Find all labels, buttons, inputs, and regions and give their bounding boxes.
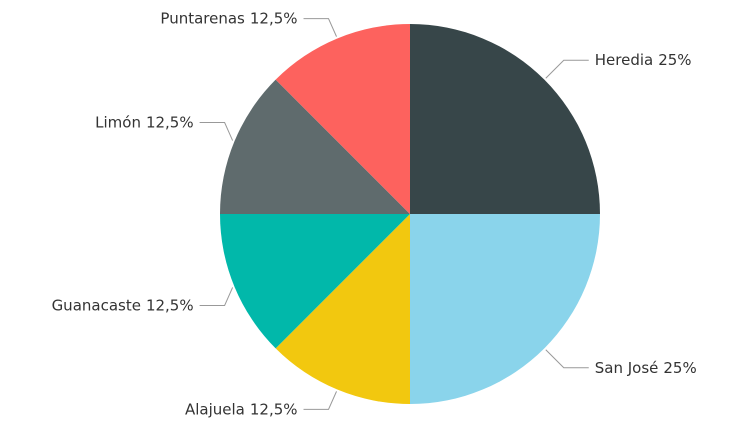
leader-line bbox=[199, 287, 234, 306]
slice-category: San José bbox=[595, 358, 659, 376]
pie-slice bbox=[275, 214, 410, 404]
slice-category: Heredia bbox=[595, 51, 653, 69]
slice-value-label: 12,5% bbox=[250, 9, 298, 27]
slice-label: Alajuela 12,5% bbox=[185, 400, 298, 418]
slice-label: Guanacaste 12,5% bbox=[52, 296, 194, 314]
slice-label: San José 25% bbox=[595, 358, 697, 376]
slice-label: Heredia 25% bbox=[595, 51, 692, 69]
slice-category: Puntarenas bbox=[160, 9, 245, 27]
pie-slice bbox=[220, 214, 410, 349]
slice-value-label: 25% bbox=[663, 358, 696, 376]
slice-label: Puntarenas 12,5% bbox=[160, 9, 297, 27]
slice-value-label: 12,5% bbox=[146, 113, 194, 131]
pie-slice bbox=[220, 79, 410, 214]
pie-slice bbox=[410, 214, 600, 404]
slice-label: Limón 12,5% bbox=[95, 113, 193, 131]
pie-slice bbox=[275, 24, 410, 214]
slice-value-label: 25% bbox=[658, 51, 691, 69]
leader-line bbox=[545, 59, 589, 79]
slice-category: Guanacaste bbox=[52, 296, 141, 314]
slice-value-label: 12,5% bbox=[146, 296, 194, 314]
pie-slice bbox=[410, 24, 600, 214]
leader-line bbox=[303, 18, 337, 37]
slice-value-label: 12,5% bbox=[250, 400, 298, 418]
slice-category: Limón bbox=[95, 113, 141, 131]
leader-line bbox=[303, 391, 337, 410]
leader-line bbox=[545, 349, 589, 369]
leader-line bbox=[199, 122, 234, 141]
slice-category: Alajuela bbox=[185, 400, 245, 418]
